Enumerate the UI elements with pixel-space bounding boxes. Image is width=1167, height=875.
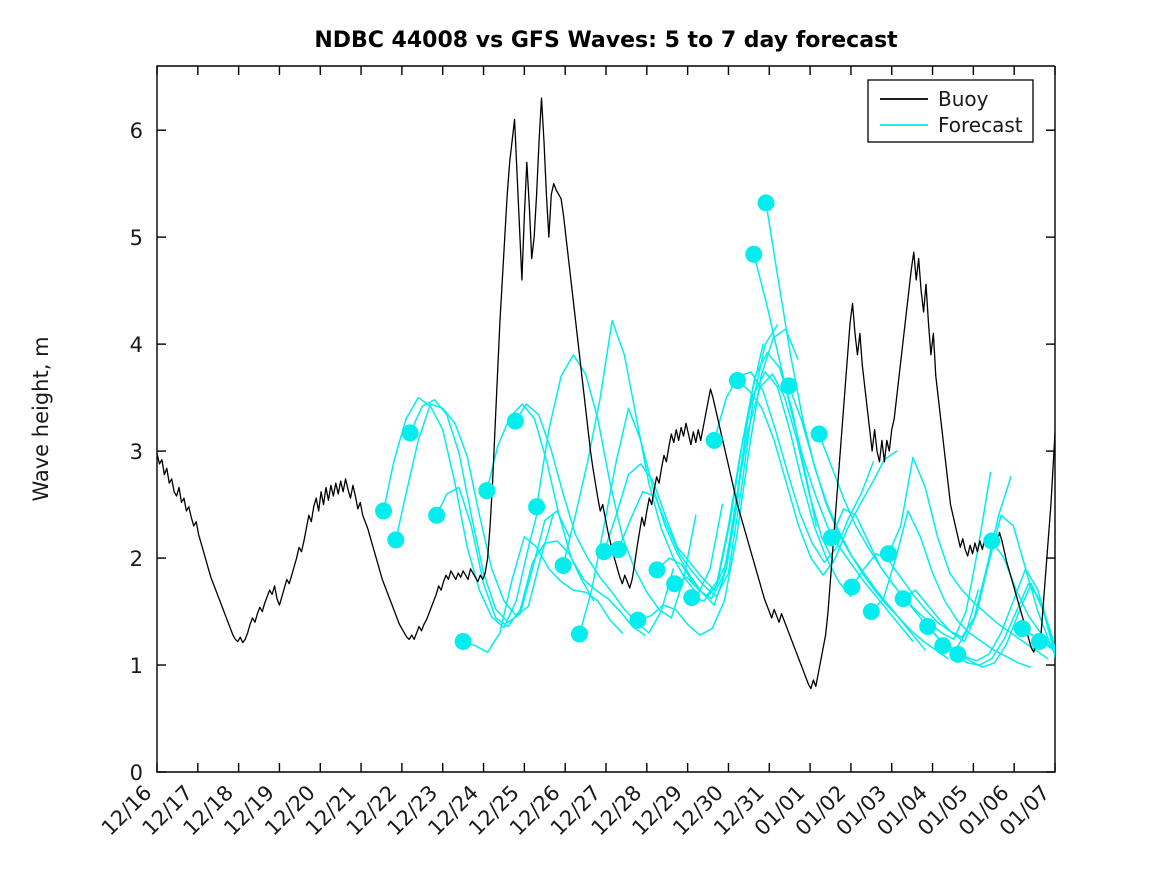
y-tick-label: 5	[130, 226, 143, 250]
forecast-start-marker	[629, 611, 647, 629]
forecast-start-marker	[595, 543, 613, 561]
forecast-start-marker	[554, 557, 572, 575]
forecast-start-marker	[810, 425, 828, 443]
forecast-run-line	[830, 471, 992, 641]
forecast-run-line	[395, 403, 554, 617]
forecast-start-marker	[1013, 620, 1031, 638]
y-tick-label: 1	[130, 654, 143, 678]
forecast-start-marker	[757, 194, 775, 212]
forecast-start-marker	[478, 482, 496, 500]
forecast-run-line	[902, 514, 1055, 657]
y-tick-label: 2	[130, 547, 143, 571]
forecast-run-line	[462, 535, 624, 653]
forecast-run-line	[736, 379, 898, 576]
y-tick-label: 3	[130, 440, 143, 464]
forecast-run-line	[409, 399, 571, 623]
forecast-start-marker	[728, 371, 746, 389]
forecast-run-line	[673, 373, 835, 600]
forecast-start-marker	[648, 561, 666, 579]
forecast-run-line	[887, 456, 1049, 660]
forecast-start-marker	[1030, 632, 1048, 650]
forecast-start-marker	[934, 637, 952, 655]
chart-title: NDBC 44008 vs GFS Waves: 5 to 7 day fore…	[314, 28, 898, 53]
forecast-run-line	[382, 396, 542, 629]
forecast-start-marker	[401, 424, 419, 442]
forecast-start-marker	[745, 245, 763, 263]
forecast-start-marker	[454, 632, 472, 650]
forecast-start-marker	[570, 625, 588, 643]
forecast-start-marker	[506, 412, 524, 430]
forecast-start-marker	[894, 590, 912, 608]
forecast-start-marker	[683, 589, 701, 607]
forecast-run-line	[870, 510, 1032, 668]
forecast-start-marker	[983, 532, 1001, 550]
forecast-start-marker	[822, 529, 840, 547]
forecast-start-marker	[879, 545, 897, 563]
y-tick-label: 4	[130, 333, 143, 357]
y-axis-label: Wave height, m	[29, 336, 53, 501]
y-tick-label: 0	[130, 761, 143, 785]
forecast-start-marker	[428, 506, 446, 524]
forecast-start-marker	[666, 575, 684, 593]
forecast-run-line	[690, 371, 852, 602]
forecast-start-marker	[949, 645, 967, 663]
y-tick-label: 6	[130, 119, 143, 143]
forecast-start-marker	[705, 431, 723, 449]
buoy-series-line	[157, 97, 1055, 690]
forecast-run-line	[637, 328, 799, 636]
legend-label-forecast: Forecast	[938, 113, 1023, 137]
forecast-run-line	[850, 476, 1012, 638]
forecast-run-line	[514, 403, 675, 634]
legend-box	[867, 79, 1034, 143]
forecast-start-marker	[375, 502, 393, 520]
forecast-start-marker	[609, 541, 627, 559]
forecast-start-marker	[528, 498, 546, 516]
legend-label-buoy: Buoy	[938, 87, 989, 111]
forecast-run-line	[957, 582, 1055, 668]
forecast-start-marker	[387, 531, 405, 549]
forecast-start-marker	[843, 578, 861, 596]
forecast-run-line	[788, 385, 949, 660]
forecast-run-line	[535, 354, 697, 619]
forecast-start-marker	[919, 618, 937, 636]
forecast-start-marker	[780, 377, 798, 395]
forecast-start-marker	[862, 603, 880, 621]
